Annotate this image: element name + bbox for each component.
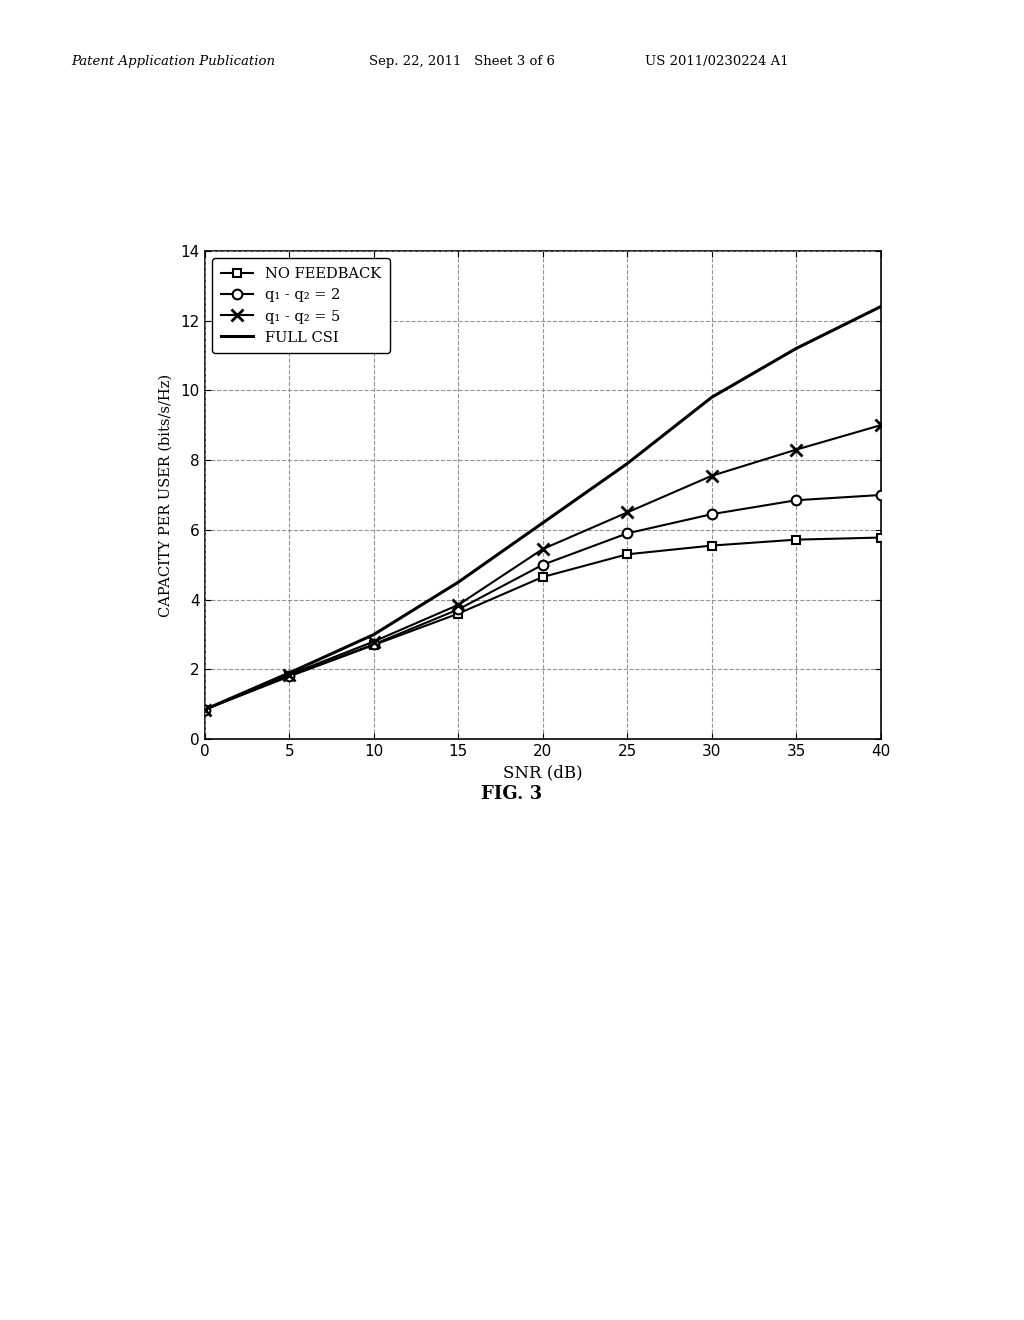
Text: Sep. 22, 2011   Sheet 3 of 6: Sep. 22, 2011 Sheet 3 of 6 (369, 55, 555, 69)
Y-axis label: CAPACITY PER USER (bits/s/Hz): CAPACITY PER USER (bits/s/Hz) (159, 374, 172, 616)
X-axis label: SNR (dB): SNR (dB) (503, 764, 583, 781)
Text: FIG. 3: FIG. 3 (481, 785, 543, 804)
Text: US 2011/0230224 A1: US 2011/0230224 A1 (645, 55, 788, 69)
Text: Patent Application Publication: Patent Application Publication (72, 55, 275, 69)
Legend: NO FEEDBACK, q₁ - q₂ = 2, q₁ - q₂ = 5, FULL CSI: NO FEEDBACK, q₁ - q₂ = 2, q₁ - q₂ = 5, F… (212, 259, 389, 354)
